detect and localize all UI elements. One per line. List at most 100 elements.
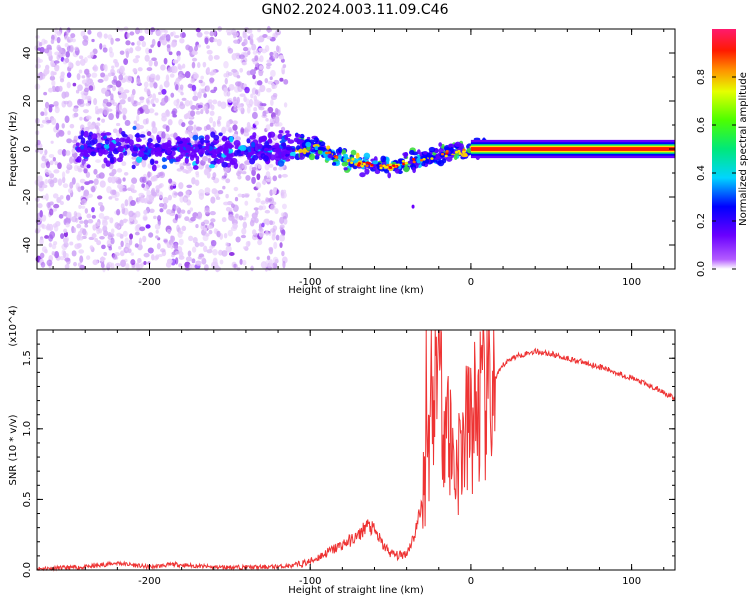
noise-blob xyxy=(265,65,271,70)
noise-blob xyxy=(123,171,129,176)
noise-blob xyxy=(37,40,41,48)
noise-blob xyxy=(110,37,114,45)
noise-blob xyxy=(266,36,272,40)
band-blob xyxy=(380,155,387,163)
noise-blob xyxy=(102,47,108,53)
noise-blob xyxy=(154,223,161,230)
noise-blob xyxy=(179,195,184,203)
band-blob xyxy=(166,147,172,155)
noise-blob xyxy=(141,183,145,188)
noise-blob xyxy=(268,163,274,168)
noise-blob xyxy=(158,191,164,199)
band-blob xyxy=(403,166,410,173)
noise-blob xyxy=(207,99,213,104)
noise-blob xyxy=(281,203,287,210)
x-tick-label: 100 xyxy=(622,576,641,587)
noise-blob xyxy=(210,196,216,204)
noise-blob xyxy=(172,59,179,64)
noise-blob xyxy=(200,75,204,80)
spectrogram-x-axis-label: Height of straight line (km) xyxy=(288,285,424,296)
noise-blob xyxy=(203,93,207,98)
noise-blob xyxy=(181,225,187,232)
noise-blob xyxy=(256,80,263,86)
noise-blob xyxy=(217,190,224,195)
noise-blob xyxy=(137,196,144,203)
noise-blob xyxy=(106,186,112,194)
noise-blob xyxy=(210,239,217,247)
noise-blob xyxy=(251,169,256,177)
noise-blob xyxy=(67,130,71,136)
noise-blob xyxy=(39,72,46,80)
noise-blob xyxy=(120,240,124,248)
noise-blob xyxy=(139,28,143,34)
noise-blob xyxy=(85,102,91,107)
band-blob xyxy=(343,167,348,171)
noise-blob xyxy=(37,203,43,209)
band-hotspot xyxy=(419,158,424,162)
noise-blob xyxy=(185,112,191,119)
noise-blob xyxy=(116,168,123,173)
band-hotspot xyxy=(347,158,351,162)
noise-blob xyxy=(75,60,81,67)
noise-blob xyxy=(51,117,57,125)
noise-blob xyxy=(147,247,154,254)
noise-blob xyxy=(177,212,182,219)
band-hotspot xyxy=(412,160,416,164)
noise-blob xyxy=(240,127,245,135)
band-blob xyxy=(337,154,342,160)
noise-blob xyxy=(265,62,272,67)
noise-blob xyxy=(72,227,77,234)
noise-blob xyxy=(189,207,194,212)
noise-blob xyxy=(44,116,49,121)
noise-blob xyxy=(272,116,277,122)
noise-blob xyxy=(110,68,115,73)
noise-blob xyxy=(206,249,213,254)
noise-blob xyxy=(57,149,63,156)
noise-blob xyxy=(220,101,227,110)
noise-blob xyxy=(49,75,56,81)
noise-blob xyxy=(159,208,164,213)
noise-blob xyxy=(198,189,205,197)
band-blob xyxy=(126,144,131,149)
noise-blob xyxy=(178,230,184,235)
noise-blob xyxy=(119,65,125,74)
noise-blob xyxy=(86,255,91,260)
noise-blob xyxy=(151,38,156,47)
noise-blob xyxy=(155,185,160,190)
noise-blob xyxy=(53,100,59,107)
band-hotspot xyxy=(422,157,426,161)
noise-blob xyxy=(212,172,217,178)
noise-blob xyxy=(74,46,79,52)
noise-blob xyxy=(258,227,264,233)
noise-blob xyxy=(54,161,59,166)
noise-blob xyxy=(61,171,66,179)
noise-blob xyxy=(168,51,173,56)
band-blob xyxy=(209,164,215,169)
noise-blob xyxy=(99,204,105,212)
noise-blob xyxy=(51,79,56,87)
noise-blob xyxy=(256,173,261,181)
noise-blob xyxy=(230,28,237,36)
noise-blob xyxy=(211,176,216,181)
noise-blob xyxy=(40,261,46,268)
noise-blob xyxy=(283,102,288,108)
noise-blob xyxy=(191,258,196,264)
noise-blob xyxy=(71,177,76,185)
noise-blob xyxy=(143,81,149,88)
band-blob xyxy=(195,159,200,165)
band-blob xyxy=(131,152,139,157)
noise-blob xyxy=(54,51,61,56)
noise-blob xyxy=(87,219,94,224)
noise-blob xyxy=(148,232,154,238)
noise-blob xyxy=(104,64,108,72)
noise-blob xyxy=(130,184,135,191)
noise-blob xyxy=(88,85,94,92)
noise-blob xyxy=(177,191,184,197)
noise-blob xyxy=(154,112,159,116)
noise-blob xyxy=(182,168,188,173)
noise-blob xyxy=(187,125,194,132)
snr-x-axis-label: Height of straight line (km) xyxy=(288,585,424,596)
band-blob xyxy=(112,148,120,155)
noise-blob xyxy=(210,104,215,111)
noise-blob xyxy=(178,182,184,190)
